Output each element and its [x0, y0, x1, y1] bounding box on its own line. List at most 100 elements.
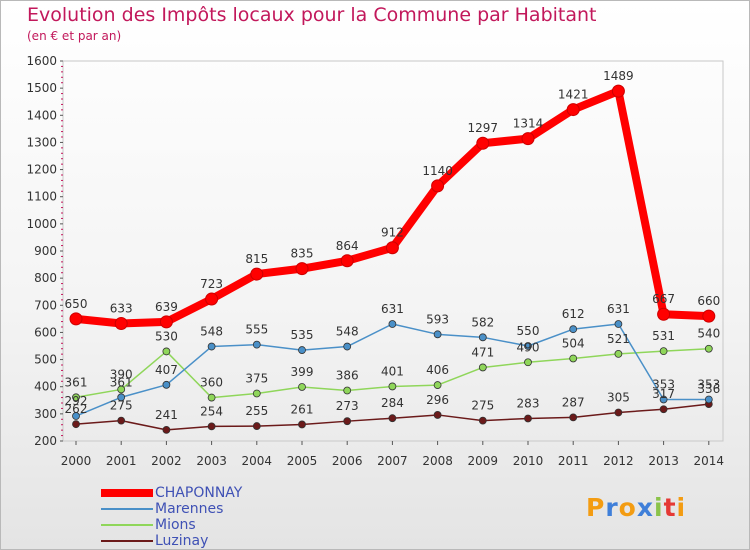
data-point [252, 422, 261, 430]
legend-label: CHAPONNAY [155, 485, 243, 501]
data-point [569, 413, 578, 422]
data-point [205, 292, 219, 306]
y-tick-label: 400 [34, 380, 57, 394]
y-tick-label: 1400 [26, 108, 57, 122]
x-tick-label: 2011 [558, 454, 589, 468]
x-tick-label: 2000 [61, 454, 92, 468]
x-tick-label: 2004 [242, 454, 273, 468]
data-label: 275 [471, 399, 494, 413]
data-point [298, 346, 306, 354]
data-point [478, 363, 487, 372]
y-tick-label: 1000 [26, 217, 57, 231]
data-point [433, 330, 442, 339]
legend-swatch [101, 508, 153, 510]
data-label: 399 [291, 365, 314, 379]
data-label: 593 [426, 312, 449, 326]
data-label: 353 [652, 377, 675, 391]
data-label: 283 [517, 396, 540, 410]
x-tick-label: 2014 [694, 454, 725, 468]
data-label: 287 [562, 395, 585, 409]
data-point [340, 254, 354, 268]
data-label: 531 [652, 329, 675, 343]
data-label: 275 [110, 399, 133, 413]
data-point [162, 347, 171, 356]
x-tick-label: 2006 [332, 454, 363, 468]
x-tick-label: 2007 [377, 454, 408, 468]
logo-letter: t [663, 493, 677, 522]
data-point [114, 316, 128, 330]
data-point [614, 320, 623, 328]
data-point [162, 380, 171, 389]
data-point [252, 340, 261, 349]
data-point [72, 412, 80, 420]
legend-swatch [101, 489, 153, 497]
legend-label: Luzinay [155, 533, 209, 549]
data-point [569, 325, 578, 334]
data-point [611, 84, 625, 98]
data-label: 631 [607, 302, 630, 316]
data-point [159, 315, 173, 329]
data-point [433, 381, 442, 389]
data-point [298, 420, 306, 429]
data-label: 540 [697, 327, 720, 341]
logo-letter: o [618, 493, 637, 522]
data-label: 660 [697, 294, 720, 308]
y-tick-label: 500 [34, 353, 57, 367]
x-tick-label: 2010 [513, 454, 544, 468]
y-tick-label: 300 [34, 407, 57, 421]
data-label: 254 [200, 404, 223, 418]
data-label: 815 [245, 252, 268, 266]
data-point [524, 414, 532, 423]
data-point [476, 136, 490, 150]
data-label: 555 [245, 323, 268, 337]
data-label: 835 [291, 247, 314, 261]
data-label: 639 [155, 300, 178, 314]
data-label: 535 [291, 328, 314, 342]
data-label: 530 [155, 329, 178, 343]
y-tick-label: 700 [34, 298, 57, 312]
y-tick-label: 1200 [26, 163, 57, 177]
legend-swatch [101, 540, 153, 542]
data-label: 1140 [422, 164, 453, 178]
data-point [388, 414, 397, 423]
x-tick-label: 2002 [151, 454, 182, 468]
logo-letter: i [676, 493, 687, 522]
data-label: 305 [607, 391, 630, 405]
data-label: 406 [426, 363, 449, 377]
data-label: 261 [291, 402, 314, 416]
data-point [566, 103, 580, 117]
data-point [343, 417, 352, 426]
x-tick-label: 2009 [468, 454, 499, 468]
data-label: 612 [562, 307, 585, 321]
data-label: 296 [426, 393, 449, 407]
proxiti-logo: Proxiti [586, 493, 686, 522]
data-point [478, 333, 487, 342]
data-label: 336 [697, 382, 720, 396]
y-tick-label: 1500 [26, 81, 57, 95]
x-tick-label: 2013 [648, 454, 679, 468]
data-point [207, 342, 216, 351]
data-point [117, 416, 126, 425]
chart-subtitle: (en € et par an) [27, 29, 122, 43]
data-point [252, 389, 261, 398]
data-label: 361 [110, 375, 133, 389]
logo-letter: i [654, 493, 664, 522]
data-point [343, 386, 352, 395]
data-label: 631 [381, 302, 404, 316]
chart-title: Evolution des Impôts locaux pour la Comm… [27, 4, 597, 26]
data-point [72, 420, 80, 429]
data-label: 401 [381, 364, 404, 378]
data-label: 504 [562, 336, 585, 350]
data-point [704, 344, 713, 353]
logo-letter: x [636, 493, 654, 522]
data-point [388, 320, 397, 328]
y-tick-label: 900 [34, 244, 57, 258]
y-tick-label: 1300 [26, 135, 57, 149]
data-point [343, 342, 352, 351]
data-label: 255 [245, 404, 268, 418]
data-point [657, 307, 671, 321]
series-line-chaponnay [72, 87, 713, 328]
data-point [295, 262, 309, 276]
